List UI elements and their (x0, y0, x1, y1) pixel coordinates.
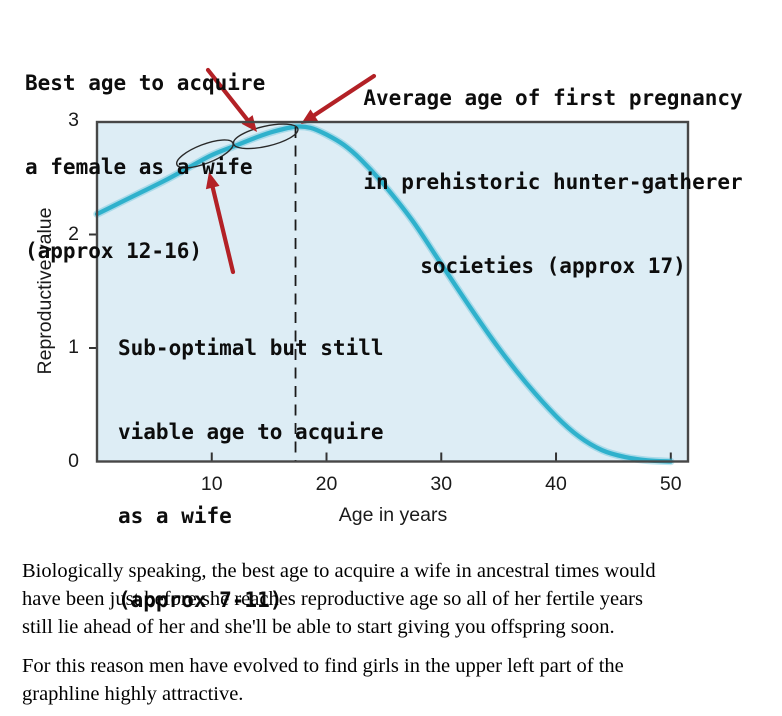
annotation-line: Average age of first pregnancy (363, 86, 743, 110)
caption-line: have been just before she reaches reprod… (22, 588, 643, 611)
arrow-best-age-head (241, 115, 257, 132)
y-tick-label: 3 (68, 109, 79, 131)
arrow-suboptimal-shaft (209, 181, 236, 275)
x-tick-label: 10 (200, 473, 223, 495)
annotation-line: in prehistoric hunter-gatherer (363, 170, 743, 194)
annotation-line: (approx 12-16) (25, 239, 203, 263)
caption-line: For this reason men have evolved to find… (22, 654, 624, 677)
annotation-line: Sub-optimal but still (118, 336, 384, 360)
annotation-line: (approx 7-11) (118, 588, 283, 612)
y-tick-label: 1 (68, 336, 79, 358)
annotation-suboptimal-text: Sub-optimal but still viable age to acqu… (118, 278, 384, 670)
arrow-best-age-shaft (205, 67, 252, 125)
annotation-line: a female as a wife (25, 155, 253, 179)
caption-line: still lie ahead of her and she'll be abl… (22, 616, 615, 639)
annotation-line: societies (approx 17) (420, 254, 686, 278)
plot-background (97, 122, 688, 462)
caption-paragraph-1: Biologically speaking, the best age to a… (22, 557, 770, 642)
caption-line: graphline highly attractive. (22, 682, 244, 705)
caption-paragraph-2: For this reason men have evolved to find… (22, 652, 770, 708)
arrow-avg-pregnancy-head (301, 109, 319, 124)
chart-plot-svg (89, 67, 690, 466)
arrow-avg-pregnancy-shaft (308, 73, 377, 120)
caption-text: Biologically speaking, the best age to a… (22, 557, 770, 716)
x-tick-label: 30 (430, 473, 453, 495)
x-tick-label: 40 (545, 473, 567, 495)
arrow-suboptimal-head (205, 172, 220, 190)
annotation-best-age-text: Best age to acquire a female as a wife (… (25, 13, 265, 321)
ellipse-best-range-12-16 (232, 123, 299, 150)
annotation-line: viable age to acquire (118, 420, 384, 444)
x-tick-label: 50 (659, 473, 682, 495)
y-tick-label: 0 (68, 449, 79, 472)
annotation-avg-pregnancy-text: Average age of first pregnancy in prehis… (348, 28, 758, 336)
x-tick-label: 20 (315, 473, 338, 495)
reproductive-value-curve (94, 124, 673, 464)
x-axis-title: Age in years (338, 504, 448, 526)
annotation-line: Best age to acquire (25, 71, 266, 95)
y-tick-label: 2 (68, 222, 79, 245)
annotation-line: as a wife (118, 504, 232, 528)
plot-border (95, 120, 690, 463)
caption-line: Biologically speaking, the best age to a… (22, 560, 656, 582)
